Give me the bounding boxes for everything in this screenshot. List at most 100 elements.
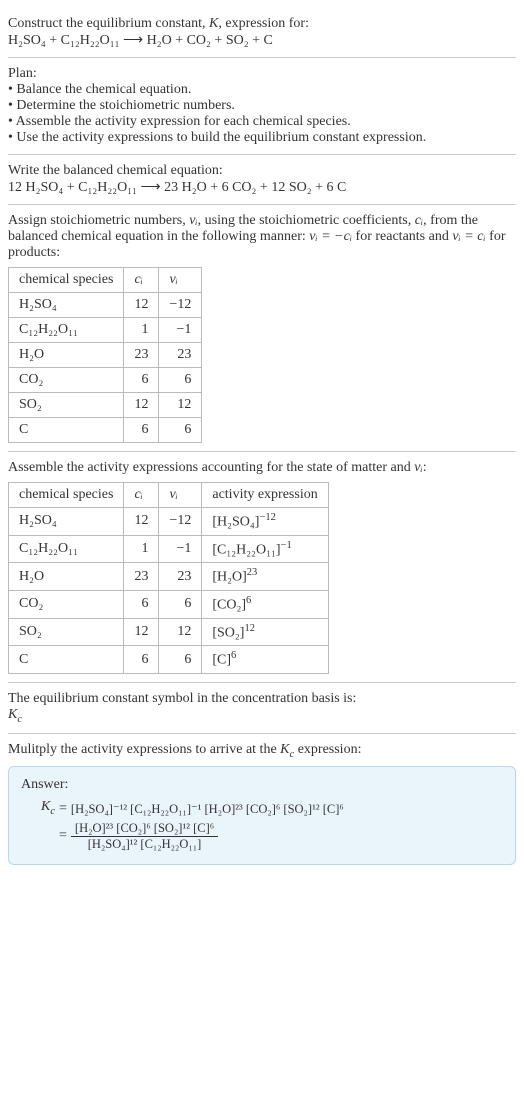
th-vi: νᵢ [159,268,202,293]
cell-v: 12 [159,393,202,418]
ae-exp: −12 [259,512,275,523]
cell-species: C [9,646,124,674]
assign-ci: cᵢ [415,213,423,228]
assign-p2: , using the stoichiometric coefficients, [198,213,415,228]
plan-title: Plan: [8,66,516,82]
cell-species: H₂SO₄ [9,293,124,318]
eq-arrow: ⟶ [123,33,143,48]
cell-c: 1 [124,535,159,563]
cell-c: 23 [124,563,159,591]
cell-c: 6 [124,646,159,674]
th-species: chemical species [9,483,124,508]
kc-c: c [17,714,22,725]
ans-eq2: = [59,828,67,844]
bal-rhs: 23 H₂O + 6 CO₂ + 12 SO₂ + 6 C [164,180,346,195]
multiply-section: Mulitply the activity expressions to arr… [8,734,516,873]
assign-p1: Assign stoichiometric numbers, [8,213,189,228]
table-row: SO₂1212 [9,393,202,418]
cell-v: 23 [159,563,202,591]
assign-eq1: νᵢ = −cᵢ [309,229,352,244]
ae-exp: −1 [281,540,292,551]
th-vi: νᵢ [159,483,202,508]
ae-base: [CO₂] [212,598,246,613]
ae-base: [H₂O] [212,570,246,585]
assemble-p1: Assemble the activity expressions accoun… [8,460,414,475]
ae-base: [H₂SO₄] [212,515,259,530]
table-row: C66 [9,418,202,443]
th-species: chemical species [9,268,124,293]
cell-c: 12 [124,508,159,536]
cell-c: 1 [124,318,159,343]
cell-c: 12 [124,618,159,646]
th-ci: cᵢ [124,268,159,293]
table-row: C₁₂H₂₂O₁₁1−1[C₁₂H₂₂O₁₁]−1 [9,535,329,563]
cell-v: 6 [159,368,202,393]
assign-vi: νᵢ [189,213,197,228]
intro-section: Construct the equilibrium constant, K, e… [8,8,516,58]
assign-section: Assign stoichiometric numbers, νᵢ, using… [8,205,516,452]
answer-line-2: = [H₂O]²³ [CO₂]⁶ [SO₂]¹² [C]⁶ [H₂SO₄]¹² … [55,821,344,852]
cell-species: SO₂ [9,618,124,646]
table-row: C66[C]6 [9,646,329,674]
table-header-row: chemical species cᵢ νᵢ activity expressi… [9,483,329,508]
ae-base: [C] [212,653,231,668]
ae-base: [C₁₂H₂₂O₁₁] [212,542,280,557]
answer-label: Answer: [21,777,503,793]
bal-lhs: 12 H₂SO₄ + C₁₂H₂₂O₁₁ [8,180,137,195]
eq-lhs: H₂SO₄ + C₁₂H₂₂O₁₁ [8,33,120,48]
assign-p4: for reactants and [352,229,452,244]
ans-eq: = [59,801,67,817]
answer-expression: Kc = [H₂SO₄]⁻¹² [C₁₂H₂₂O₁₁]⁻¹ [H₂O]²³ [C… [41,799,503,854]
cell-v: 6 [159,590,202,618]
answer-kc: Kc [41,799,55,817]
intro-text-1b: , expression for: [218,16,309,31]
cell-v: 6 [159,418,202,443]
assemble-text: Assemble the activity expressions accoun… [8,460,516,476]
stoich-table: chemical species cᵢ νᵢ H₂SO₄12−12 C₁₂H₂₂… [8,267,202,443]
balanced-section: Write the balanced chemical equation: 12… [8,155,516,205]
ae-exp: 6 [246,595,251,606]
plan-bullet-3: • Assemble the activity expression for e… [8,114,516,130]
ae-exp: 12 [244,623,255,634]
ans-line1: [H₂SO₄]⁻¹² [C₁₂H₂₂O₁₁]⁻¹ [H₂O]²³ [CO₂]⁶ … [71,801,344,817]
plan-section: Plan: • Balance the chemical equation. •… [8,58,516,155]
cell-v: −1 [159,318,202,343]
table-row: H₂O2323 [9,343,202,368]
cell-c: 6 [124,590,159,618]
answer-line-1: = [H₂SO₄]⁻¹² [C₁₂H₂₂O₁₁]⁻¹ [H₂O]²³ [CO₂]… [55,801,344,817]
assemble-section: Assemble the activity expressions accoun… [8,452,516,683]
assemble-p2: : [423,460,427,475]
frac-numerator: [H₂O]²³ [CO₂]⁶ [SO₂]¹² [C]⁶ [71,821,218,837]
table-row: H₂SO₄12−12 [9,293,202,318]
cell-species: C₁₂H₂₂O₁₁ [9,318,124,343]
assign-eq2: νᵢ = cᵢ [452,229,485,244]
cell-species: H₂O [9,563,124,591]
cell-v: −1 [159,535,202,563]
answer-box: Answer: Kc = [H₂SO₄]⁻¹² [C₁₂H₂₂O₁₁]⁻¹ [H… [8,766,516,865]
cell-v: −12 [159,293,202,318]
plan-bullet-4: • Use the activity expressions to build … [8,130,516,146]
eq-rhs: H₂O + CO₂ + SO₂ + C [147,33,273,48]
cell-v: −12 [159,508,202,536]
assign-text: Assign stoichiometric numbers, νᵢ, using… [8,213,516,261]
table-row: H₂O2323[H₂O]23 [9,563,329,591]
cell-activity: [H₂SO₄]−12 [202,508,328,536]
cell-c: 12 [124,393,159,418]
ae-base: [SO₂] [212,625,244,640]
plan-bullet-1: • Balance the chemical equation. [8,82,516,98]
bal-arrow: ⟶ [141,180,161,195]
ae-exp: 23 [247,567,258,578]
symbol-kc: Kc [8,707,516,725]
symbol-section: The equilibrium constant symbol in the c… [8,683,516,734]
table-header-row: chemical species cᵢ νᵢ [9,268,202,293]
cell-species: H₂SO₄ [9,508,124,536]
ans-K: K [41,799,50,814]
cell-species: CO₂ [9,590,124,618]
answer-fraction: [H₂O]²³ [CO₂]⁶ [SO₂]¹² [C]⁶ [H₂SO₄]¹² [C… [71,821,218,852]
cell-activity: [C₁₂H₂₂O₁₁]−1 [202,535,328,563]
cell-species: SO₂ [9,393,124,418]
intro-K: K [209,16,218,31]
th-ci: cᵢ [124,483,159,508]
table-row: CO₂66[CO₂]6 [9,590,329,618]
plan-bullet-2: • Determine the stoichiometric numbers. [8,98,516,114]
